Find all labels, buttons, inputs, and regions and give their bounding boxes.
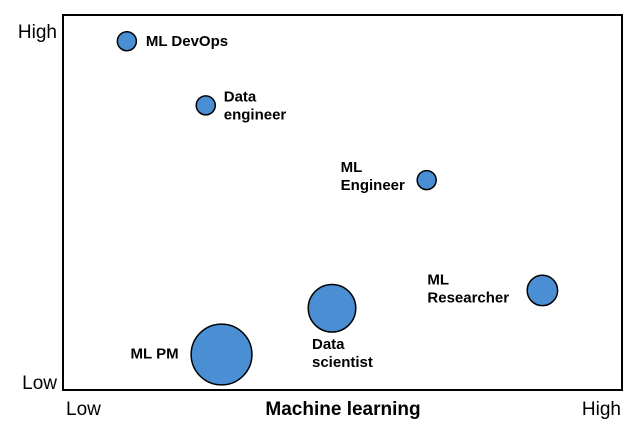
point-label-line: ML PM bbox=[131, 346, 179, 363]
point-label: ML PM bbox=[131, 346, 179, 363]
point-label-line: scientist bbox=[312, 354, 373, 371]
point-label-line: Engineer bbox=[341, 177, 405, 194]
point-label: Data engineer bbox=[224, 88, 287, 123]
point-label-line: Researcher bbox=[427, 289, 509, 306]
bubble-marker bbox=[195, 95, 217, 116]
point-label: ML DevOps bbox=[146, 33, 228, 50]
data-point: ML PM bbox=[131, 323, 253, 386]
data-point: Data scientist bbox=[307, 283, 373, 371]
point-label: Data scientist bbox=[312, 336, 373, 371]
data-point: Data engineer bbox=[195, 88, 287, 123]
y-tick-high: High bbox=[18, 22, 57, 43]
bubble-marker bbox=[116, 30, 138, 52]
point-label-line: ML bbox=[427, 271, 449, 288]
point-label: ML Researcher bbox=[427, 271, 509, 306]
point-label-line: ML bbox=[341, 159, 363, 176]
data-point: ML Engineer bbox=[341, 159, 437, 194]
bubble-marker bbox=[307, 283, 357, 333]
y-tick-low: Low bbox=[22, 373, 57, 394]
x-tick-high: High bbox=[582, 399, 621, 420]
plot-frame bbox=[62, 14, 623, 391]
bubble-marker bbox=[190, 323, 253, 386]
bubble-marker bbox=[526, 274, 559, 307]
bubble-marker bbox=[416, 169, 437, 191]
point-label-line: Data bbox=[312, 336, 345, 353]
point-label-line: Data bbox=[224, 88, 257, 105]
point-label-line: engineer bbox=[224, 106, 287, 123]
point-label-line: ML DevOps bbox=[146, 33, 228, 50]
data-point: ML DevOps bbox=[116, 30, 228, 52]
data-point: ML Researcher bbox=[427, 271, 559, 307]
point-label: ML Engineer bbox=[341, 159, 405, 194]
x-axis-title: Machine learning bbox=[265, 399, 420, 420]
x-tick-low: Low bbox=[66, 399, 101, 420]
